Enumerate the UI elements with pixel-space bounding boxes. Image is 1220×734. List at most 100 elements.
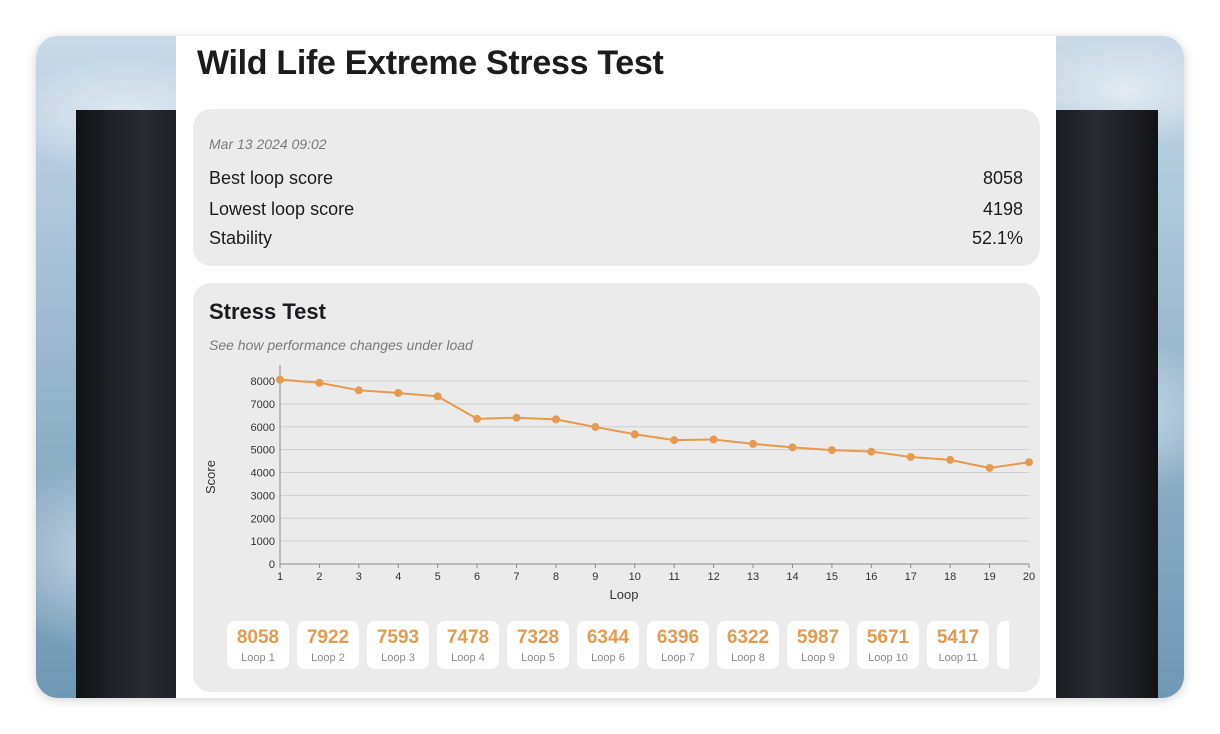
loop-score-chip[interactable]: 5417 Loop 11 <box>927 621 989 669</box>
loop-score-chip[interactable]: 7922 Loop 2 <box>297 621 359 669</box>
data-point <box>670 436 679 445</box>
test-date: Mar 13 2024 09:02 <box>209 136 327 152</box>
lowest-loop-score-row: Lowest loop score 4198 <box>209 199 1023 220</box>
x-tick-label: 18 <box>944 571 956 583</box>
page-title: Wild Life Extreme Stress Test <box>197 44 664 82</box>
loop-score-value: 7922 <box>306 627 350 648</box>
x-tick-label: 9 <box>592 571 598 583</box>
x-tick-label: 1 <box>277 571 283 583</box>
section-subtitle: See how performance changes under load <box>209 337 473 353</box>
loop-label: Loop 9 <box>801 652 835 664</box>
stress-test-card: Stress Test See how performance changes … <box>193 283 1040 692</box>
score-series <box>276 375 1033 472</box>
y-tick-label: 5000 <box>251 445 275 457</box>
loop-score-chip[interactable] <box>997 621 1009 669</box>
results-window[interactable]: Wild Life Extreme Stress Test Mar 13 202… <box>176 36 1056 698</box>
row-value: 52.1% <box>971 228 1023 248</box>
x-tick-label: 11 <box>668 571 679 583</box>
x-tick-label: 20 <box>1023 571 1035 583</box>
x-tick-label: 12 <box>708 571 720 583</box>
x-tick-label: 10 <box>629 571 641 583</box>
row-value: 8058 <box>982 168 1023 188</box>
data-point <box>749 439 758 448</box>
loop-score-strip[interactable]: 8058 Loop 1 7922 Loop 2 7593 Loop 3 7478 Loop 4… <box>227 621 1009 669</box>
monitor-bezel-right <box>1056 110 1158 698</box>
loop-score-chip[interactable]: 5671 Loop 10 <box>857 621 919 669</box>
loop-score-value: 7593 <box>376 627 420 648</box>
loop-label: Loop 8 <box>731 652 765 664</box>
x-tick-label: 7 <box>513 571 519 583</box>
y-tick-label: 0 <box>269 559 275 571</box>
loop-label: Loop 11 <box>938 652 978 664</box>
loop-label: Loop 7 <box>661 652 695 664</box>
x-tick-label: 5 <box>435 571 441 583</box>
summary-card: Mar 13 2024 09:02 Best loop score 8058 L… <box>193 109 1040 266</box>
monitor-bezel-left <box>76 110 188 698</box>
loop-score-value: 5671 <box>866 627 910 648</box>
y-tick-label: 6000 <box>251 422 275 434</box>
loop-label: Loop 5 <box>521 652 555 664</box>
row-label: Lowest loop score <box>209 199 355 219</box>
loop-score-value: 7478 <box>446 627 490 648</box>
data-point <box>551 415 560 424</box>
loop-label: Loop 10 <box>868 652 908 664</box>
loop-score-chip[interactable]: 7593 Loop 3 <box>367 621 429 669</box>
x-tick-label: 4 <box>395 571 401 583</box>
loop-score-value: 6396 <box>656 627 700 648</box>
best-loop-score-row: Best loop score 8058 <box>209 168 1023 189</box>
data-point <box>394 388 403 397</box>
stress-line-chart: Score Loop 0 1000 2000 3000 4000 5000 6000 7000… <box>203 365 1035 602</box>
stability-row: Stability 52.1% <box>209 228 1023 249</box>
x-tick-labels: 1 2 3 4 5 6 7 8 9 10 11 12 13 14 15 16 17 18 19 20 <box>277 564 1035 583</box>
loop-score-chip[interactable]: 6396 Loop 7 <box>647 621 709 669</box>
loop-label: Loop 6 <box>591 652 625 664</box>
x-tick-label: 3 <box>356 571 362 583</box>
data-point <box>276 375 284 384</box>
loop-label: Loop 4 <box>451 652 485 664</box>
loop-score-value: 5987 <box>796 627 840 648</box>
section-heading: Stress Test <box>209 299 326 324</box>
loop-score-chip[interactable]: 5987 Loop 9 <box>787 621 849 669</box>
data-point <box>827 446 836 455</box>
y-axis-label: Score <box>203 460 218 494</box>
x-tick-label: 13 <box>747 571 759 583</box>
loop-score-value: 7328 <box>516 627 560 648</box>
data-point <box>315 378 324 387</box>
x-tick-label: 2 <box>316 571 322 583</box>
x-tick-label: 8 <box>553 571 559 583</box>
loop-score-chip[interactable]: 8058 Loop 1 <box>227 621 289 669</box>
loop-score-chip[interactable]: 7478 Loop 4 <box>437 621 499 669</box>
loop-score-value: 6322 <box>726 627 770 648</box>
chart-gridlines <box>279 365 1029 565</box>
loop-label: Loop 3 <box>381 652 415 664</box>
data-point <box>946 455 955 464</box>
x-tick-label: 16 <box>865 571 877 583</box>
x-tick-label: 6 <box>474 571 480 583</box>
loop-score-value: 8058 <box>236 627 280 648</box>
loop-label: Loop 1 <box>241 652 275 664</box>
y-tick-label: 8000 <box>251 376 275 388</box>
data-point <box>788 443 797 452</box>
loop-score-chip[interactable]: 6344 Loop 6 <box>577 621 639 669</box>
loop-score-chip[interactable]: 6322 Loop 8 <box>717 621 779 669</box>
data-point <box>906 452 915 461</box>
x-tick-label: 14 <box>786 571 798 583</box>
data-point <box>433 392 442 401</box>
data-point <box>630 430 639 439</box>
series-line <box>279 378 1030 469</box>
y-tick-label: 2000 <box>251 513 275 525</box>
x-tick-label: 17 <box>905 571 917 583</box>
x-tick-label: 15 <box>826 571 838 583</box>
loop-score-value: 5417 <box>936 627 980 648</box>
loop-score-chip[interactable]: 7328 Loop 5 <box>507 621 569 669</box>
row-value: 4198 <box>982 199 1023 219</box>
y-tick-label: 4000 <box>251 468 275 480</box>
data-point <box>354 386 363 395</box>
y-tick-label: 7000 <box>251 399 275 411</box>
x-tick-label: 19 <box>983 571 995 583</box>
data-point <box>985 463 994 472</box>
x-axis-label: Loop <box>610 587 639 602</box>
y-tick-label: 1000 <box>251 536 275 548</box>
data-point <box>591 423 600 432</box>
y-tick-label: 3000 <box>251 490 275 502</box>
